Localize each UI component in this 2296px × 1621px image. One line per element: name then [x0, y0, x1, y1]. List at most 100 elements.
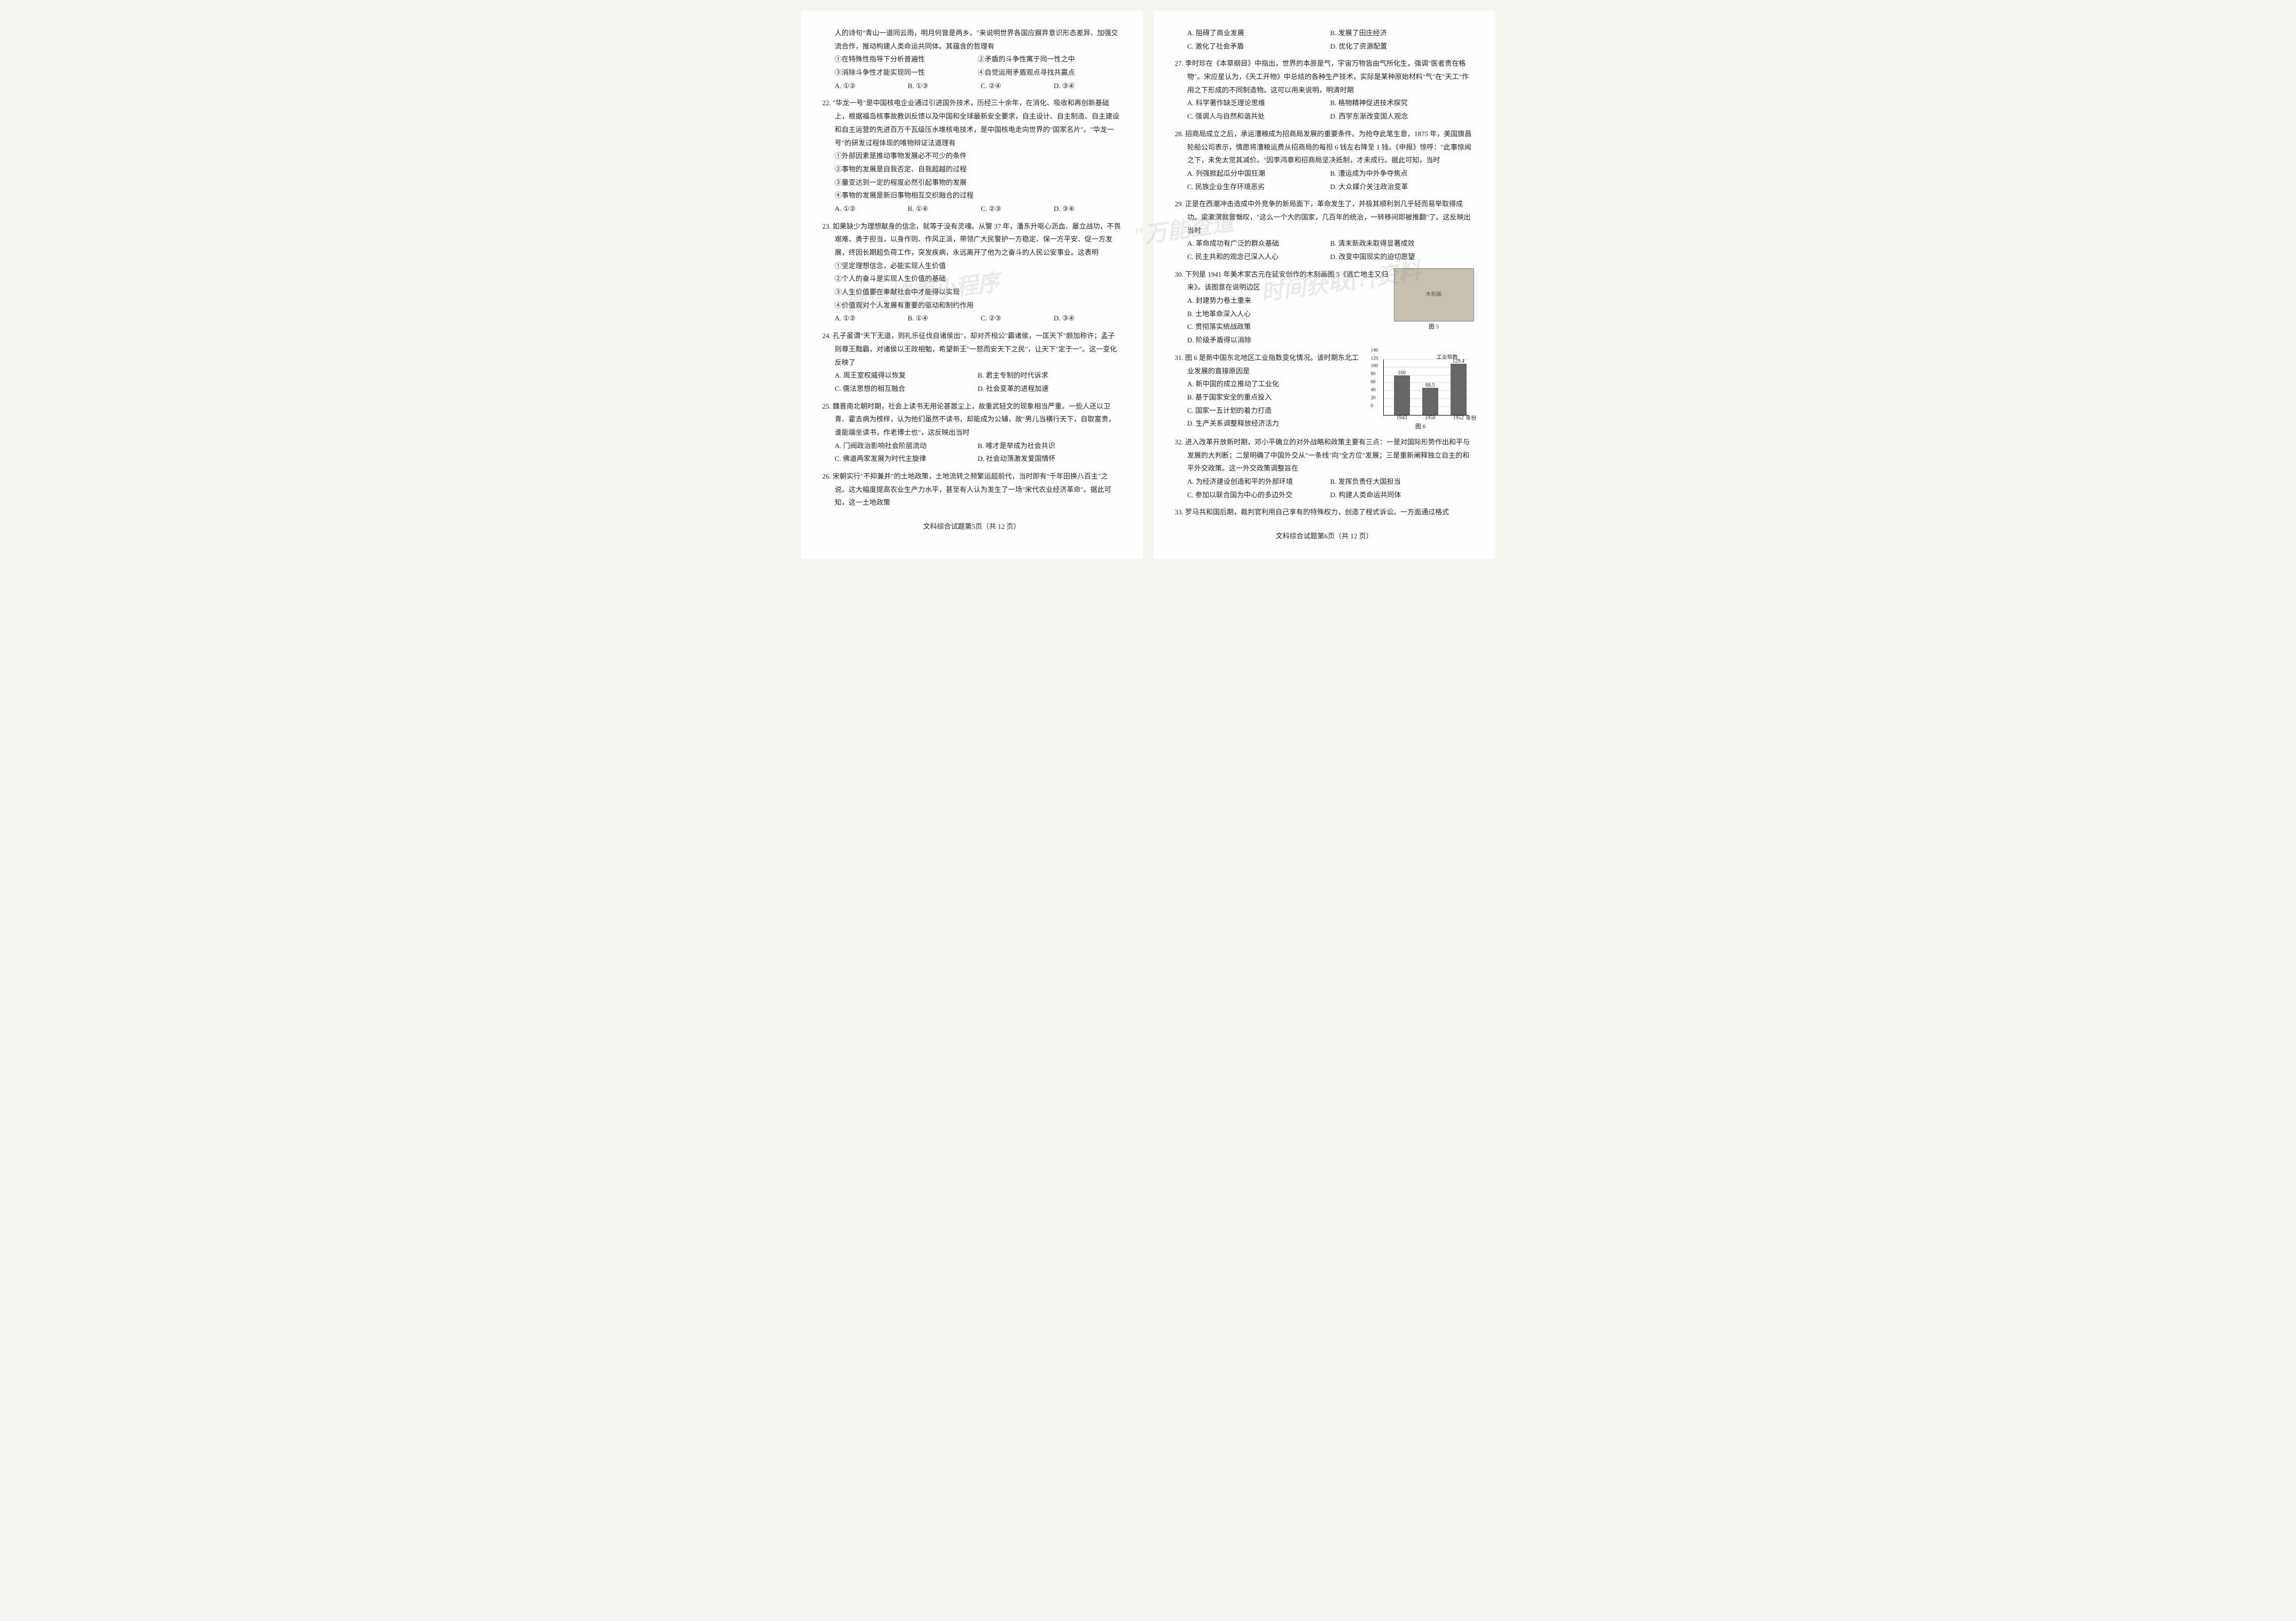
chart-area: 020406080100120140100194368.51950129.419… [1383, 359, 1469, 416]
sub-1: ①在特殊性指导下分析普遍性 [835, 53, 973, 66]
q27: 27. 李时珍在《本草纲目》中指出，世界的本原是气，宇宙万物皆由气所化生，强调"… [1175, 57, 1474, 123]
opt-a: A. ①② [835, 80, 903, 93]
options-row: A. ①② B. ①③ C. ②④ D. ③④ [822, 80, 1122, 93]
opt-b: B. ①④ [908, 312, 976, 325]
opt-c: C. ②③ [981, 202, 1048, 216]
opt-b: B. 发展了田庄经济 [1330, 27, 1468, 40]
opt-d: D. 改变中国现实的迫切愿望 [1330, 250, 1468, 264]
sub-3: ③人生价值要在奉献社会中才能得以实现 [822, 286, 1122, 299]
sub-1: ①坚定理想信念，必能实现人生价值 [822, 260, 1122, 273]
figure-5: 木刻画 图 5 [1394, 268, 1474, 333]
options-row: A. 周王室权威得以恢复 B. 君主专制的时代诉求 [822, 369, 1122, 382]
options-row: C. 参加以联合国为中心的多边外交 D. 构建人类命运共同体 [1175, 489, 1474, 502]
options-row: C. 民族企业生存环境恶劣 D. 大众媒介关注政治变革 [1175, 181, 1474, 194]
figure-6-chart: 工业指数 020406080100120140100194368.5195012… [1367, 351, 1474, 432]
q28: 28. 招商局成立之后，承运漕粮成为招商局发展的重要条件。为抢夺此笔生意，187… [1175, 128, 1474, 193]
bar-value-label: 68.5 [1422, 380, 1438, 390]
opt-b: B. ①③ [908, 80, 976, 93]
question-text: 32. 进入改革开放新时期，邓小平确立的对外战略和政策主要有三点：一是对国际形势… [1175, 436, 1474, 475]
question-text: 29. 正是在西潮冲击造成中外竞争的新局面下，革命发生了，并极其顺利到几乎轻而易… [1175, 198, 1474, 237]
opt-b: B. 清末新政未取得显著成效 [1330, 237, 1468, 250]
opt-a: A. 为经济建设创造和平的外部环境 [1187, 475, 1325, 489]
opt-d: D. 大众媒介关注政治变革 [1330, 181, 1468, 194]
sub-2: ②个人的奋斗是实现人生价值的基础 [822, 272, 1122, 286]
opt-b: B. 发挥负责任大国担当 [1330, 475, 1468, 489]
question-text: 22. "华龙一号"是中国核电企业通过引进国外技术，历经三十余年，在消化、吸收和… [822, 97, 1122, 150]
options-row: A. ①② B. ①④ C. ②③ D. ③④ [822, 312, 1122, 325]
question-text: 26. 宋朝实行"不抑兼并"的土地政策，土地流转之频繁运超前代，当时即有"千年田… [822, 470, 1122, 510]
ytick: 40 [1371, 385, 1376, 394]
opt-d: D. 优化了资源配置 [1330, 40, 1468, 53]
ytick: 0 [1371, 401, 1374, 410]
opt-a: A. 门阀政治影响社会阶层流动 [835, 440, 973, 453]
opt-b: B. 君主专制的时代诉求 [977, 369, 1115, 382]
ytick: 120 [1371, 354, 1378, 363]
options-row: A. 阻碍了商业发展 B. 发展了田庄经济 [1175, 27, 1474, 40]
bar-value-label: 129.4 [1451, 356, 1467, 366]
chart-caption: 图 6 [1367, 421, 1474, 433]
figure-caption: 图 5 [1394, 322, 1474, 333]
opt-d: D. 社会动荡激发爱国情怀 [977, 452, 1115, 466]
sub-4: ④事物的发展是新旧事物相互交织融合的过程 [822, 189, 1122, 202]
bar: 129.4 [1451, 364, 1467, 415]
opt-d: D. 西学东渐改变国人观念 [1330, 110, 1468, 123]
q33: 33. 罗马共和国后期，裁判官利用自己享有的特殊权力，创造了程式诉讼。一方面通过… [1175, 506, 1474, 519]
opt-a: A. 周王室权威得以恢复 [835, 369, 973, 382]
options-row: A. ①② B. ①④ C. ②③ D. ③④ [822, 202, 1122, 216]
question-text: 28. 招商局成立之后，承运漕粮成为招商局发展的重要条件。为抢夺此笔生意，187… [1175, 128, 1474, 167]
opt-a: A. 科学著作缺乏理论思维 [1187, 97, 1325, 110]
page-5: 微信搜索小程序 人的诗句"青山一道同云雨，明月何曾是两乡。"来说明世界各国应摒弃… [801, 11, 1143, 559]
sub-4: ④自觉运用矛盾观点寻找共赢点 [977, 66, 1115, 80]
q31: 工业指数 020406080100120140100194368.5195012… [1175, 351, 1474, 432]
sub-2: ②事物的发展是自我否定、自我超越的过程 [822, 163, 1122, 176]
options-row: C. 强调人与自然和谐共处 D. 西学东渐改变国人观念 [1175, 110, 1474, 123]
q21-continuation: 人的诗句"青山一道同云雨，明月何曾是两乡。"来说明世界各国应摒弃意识形态差异、加… [822, 27, 1122, 92]
ytick: 140 [1371, 346, 1378, 355]
opt-a: A. 革命成功有广泛的群众基础 [1187, 237, 1325, 250]
options-row: C. 民主共和的观念已深入人心 D. 改变中国现实的迫切愿望 [1175, 250, 1474, 264]
opt-c: C. ②④ [981, 80, 1048, 93]
question-text: 24. 孔子虽谓"天下无道，则礼乐征伐自诸侯出"，却对齐桓公"霸诸侯，一匡天下"… [822, 330, 1122, 369]
opt-c: C. ②③ [981, 312, 1048, 325]
subs-row: ③消除斗争性才能实现同一性 ④自觉运用矛盾观点寻找共赢点 [822, 66, 1122, 80]
sub-3: ③量变达到一定的程度必然引起事物的发展 [822, 176, 1122, 190]
opt-b: B. ①④ [908, 202, 976, 216]
woodcut-image: 木刻画 [1394, 268, 1474, 322]
options-row: C. 佛道两家发展为时代主旋律 D. 社会动荡激发爱国情怀 [822, 452, 1122, 466]
opt-d: D. 阶级矛盾得以消除 [1175, 334, 1474, 347]
opt-d: D. 社会变革的进程加速 [977, 382, 1115, 396]
opt-c: C. 儒法思想的相互融合 [835, 382, 973, 396]
q22: 22. "华龙一号"是中国核电企业通过引进国外技术，历经三十余年，在消化、吸收和… [822, 97, 1122, 215]
opt-b: B. 漕运成为中外争夺焦点 [1330, 167, 1468, 181]
q29: 29. 正是在西潮冲击造成中外竞争的新局面下，革命发生了，并极其顺利到几乎轻而易… [1175, 198, 1474, 263]
ytick: 80 [1371, 370, 1376, 379]
sub-2: ②矛盾的斗争性寓于同一性之中 [977, 53, 1115, 66]
opt-d: D. ③④ [1054, 312, 1122, 325]
options-row: A. 门阀政治影响社会阶层流动 B. 唯才是举成为社会共识 [822, 440, 1122, 453]
opt-c: C. 激化了社会矛盾 [1187, 40, 1325, 53]
sub-1: ①外部因素是推动事物发展必不可少的条件 [822, 150, 1122, 163]
options-row: C. 儒法思想的相互融合 D. 社会变革的进程加速 [822, 382, 1122, 396]
options-row: A. 列强掀起瓜分中国狂潮 B. 漕运成为中外争夺焦点 [1175, 167, 1474, 181]
opt-b: B. 唯才是举成为社会共识 [977, 440, 1115, 453]
opt-a: A. ①② [835, 202, 903, 216]
question-text: 人的诗句"青山一道同云雨，明月何曾是两乡。"来说明世界各国应摒弃意识形态差异、加… [822, 27, 1122, 53]
q23: 23. 如果缺少为理想献身的信念，就等于没有灵魂。从警 37 年，潘东升呕心沥血… [822, 220, 1122, 326]
question-text: 27. 李时珍在《本草纲目》中指出，世界的本原是气，宇宙万物皆由气所化生，强调"… [1175, 57, 1474, 97]
opt-c: C. 强调人与自然和谐共处 [1187, 110, 1325, 123]
question-text: 23. 如果缺少为理想献身的信念，就等于没有灵魂。从警 37 年，潘东升呕心沥血… [822, 220, 1122, 260]
opt-c: C. 民主共和的观念已深入人心 [1187, 250, 1325, 264]
opt-c: C. 参加以联合国为中心的多边外交 [1187, 489, 1325, 502]
page-6: "万能查道" 时间获取[?]资料 A. 阻碍了商业发展 B. 发展了田庄经济 C… [1154, 11, 1495, 559]
q32: 32. 进入改革开放新时期，邓小平确立的对外战略和政策主要有三点：一是对国际形势… [1175, 436, 1474, 502]
options-row: A. 革命成功有广泛的群众基础 B. 清末新政未取得显著成效 [1175, 237, 1474, 250]
q30: 木刻画 图 5 30. 下列是 1941 年美术家古元在延安创作的木刻画图 5《… [1175, 268, 1474, 347]
options-row: A. 为经济建设创造和平的外部环境 B. 发挥负责任大国担当 [1175, 475, 1474, 489]
sub-3: ③消除斗争性才能实现同一性 [835, 66, 973, 80]
ytick: 100 [1371, 362, 1378, 371]
options-row: A. 科学著作缺乏理论思维 B. 格物精神促进技术探究 [1175, 97, 1474, 110]
bar: 100 [1394, 375, 1410, 415]
sub-4: ④价值观对个人发展有重要的驱动和制约作用 [822, 299, 1122, 312]
opt-d: D. ③④ [1054, 202, 1122, 216]
bar: 68.5 [1422, 388, 1438, 415]
